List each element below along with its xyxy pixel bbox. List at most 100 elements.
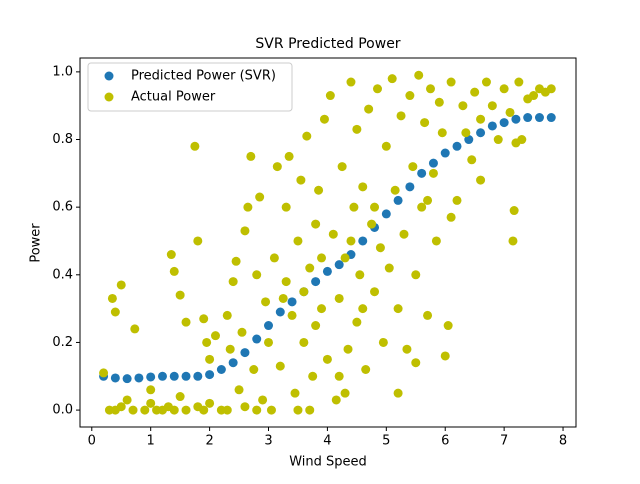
- point: [252, 270, 262, 280]
- point: [509, 206, 519, 216]
- point: [99, 368, 109, 378]
- point: [275, 361, 285, 371]
- x-tick-label: 8: [559, 434, 567, 449]
- point: [322, 354, 332, 364]
- point: [458, 101, 468, 111]
- point: [281, 202, 291, 212]
- point: [352, 317, 362, 327]
- point: [446, 212, 456, 222]
- point: [381, 141, 391, 151]
- point: [367, 219, 377, 229]
- point: [417, 168, 427, 178]
- point: [393, 195, 403, 205]
- y-axis-label: Power: [29, 223, 44, 263]
- point: [299, 337, 309, 347]
- point: [264, 337, 274, 347]
- point: [414, 70, 424, 80]
- point: [417, 202, 427, 212]
- point: [202, 337, 212, 347]
- point: [122, 395, 132, 405]
- x-tick-label: 7: [500, 434, 508, 449]
- point: [511, 114, 521, 124]
- point: [305, 263, 315, 273]
- point: [261, 297, 271, 307]
- point: [311, 321, 321, 331]
- point: [411, 270, 421, 280]
- point: [272, 162, 282, 172]
- point: [266, 405, 276, 415]
- point: [337, 162, 347, 172]
- point: [346, 77, 356, 87]
- axes-frame: [79, 57, 577, 428]
- point: [384, 263, 394, 273]
- point: [311, 277, 321, 287]
- plot-area: [99, 70, 556, 415]
- point: [467, 155, 477, 165]
- point: [130, 324, 140, 334]
- point: [237, 327, 247, 337]
- point: [364, 104, 374, 114]
- point: [476, 114, 486, 124]
- point: [181, 317, 191, 327]
- point: [423, 195, 433, 205]
- point: [290, 388, 300, 398]
- point: [334, 293, 344, 303]
- point: [405, 91, 415, 101]
- y-tick-label: 0.4: [52, 267, 73, 282]
- point: [157, 371, 167, 381]
- point: [464, 135, 474, 145]
- point: [420, 118, 430, 128]
- point: [222, 310, 232, 320]
- point: [287, 310, 297, 320]
- point: [481, 77, 491, 87]
- point: [140, 405, 150, 415]
- x-tick-label: 5: [382, 434, 390, 449]
- point: [346, 236, 356, 246]
- point: [302, 131, 312, 141]
- point: [443, 321, 453, 331]
- point: [487, 121, 497, 131]
- point: [440, 148, 450, 158]
- point: [146, 385, 156, 395]
- point: [240, 226, 250, 236]
- point: [284, 151, 294, 161]
- point: [205, 398, 215, 408]
- point: [252, 405, 262, 415]
- point: [423, 310, 433, 320]
- point: [405, 182, 415, 192]
- point: [199, 405, 209, 415]
- point: [340, 388, 350, 398]
- y-tick-label: 0.8: [52, 132, 73, 147]
- point: [166, 250, 176, 260]
- point: [293, 236, 303, 246]
- point: [425, 84, 435, 94]
- point: [408, 162, 418, 172]
- point: [505, 107, 515, 117]
- point: [222, 405, 232, 415]
- point: [278, 293, 288, 303]
- point: [358, 236, 368, 246]
- point: [476, 175, 486, 185]
- x-axis-label: Wind Speed: [289, 455, 367, 470]
- point: [378, 337, 388, 347]
- point: [240, 348, 250, 358]
- point: [311, 219, 321, 229]
- point: [534, 113, 544, 123]
- point: [210, 331, 220, 341]
- x-tick-label: 3: [264, 434, 272, 449]
- point: [402, 344, 412, 354]
- point: [110, 307, 120, 317]
- point: [116, 280, 126, 290]
- legend-marker: [104, 92, 114, 102]
- point: [487, 101, 497, 111]
- point: [296, 175, 306, 185]
- point: [493, 135, 503, 145]
- point: [508, 236, 518, 246]
- point: [446, 77, 456, 87]
- y-tick-label: 1.0: [52, 64, 73, 79]
- point: [190, 141, 200, 151]
- point: [372, 84, 382, 94]
- point: [514, 77, 524, 87]
- point: [529, 91, 539, 101]
